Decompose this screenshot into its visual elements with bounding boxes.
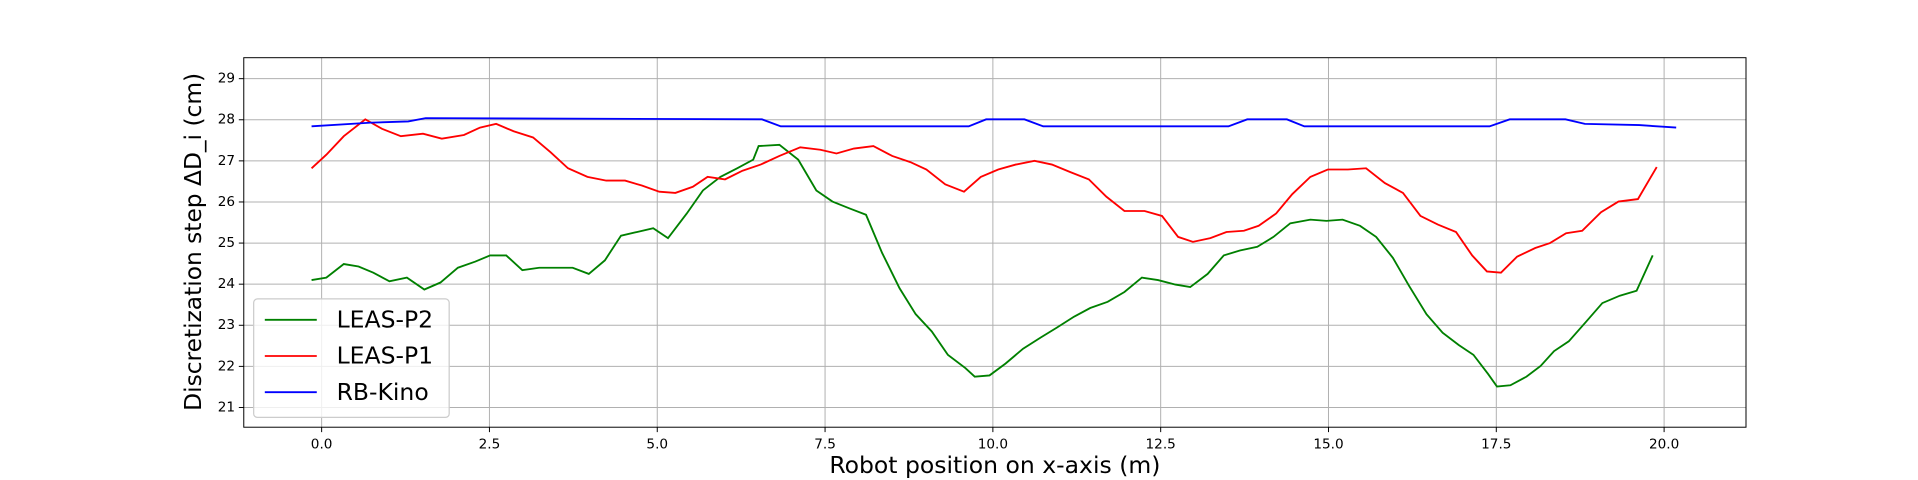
y-tick-label: 23: [218, 317, 235, 333]
legend-label: LEAS-P1: [337, 342, 434, 370]
legend-label: RB-Kino: [337, 378, 429, 406]
x-tick-label: 0.0: [311, 436, 333, 452]
y-tick-label: 26: [218, 194, 235, 210]
y-axis-label: Discretization step ΔD_i (cm): [179, 73, 207, 411]
y-tick-label: 21: [218, 400, 235, 416]
legend-label: LEAS-P2: [337, 306, 434, 334]
x-tick-label: 20.0: [1649, 436, 1679, 452]
y-tick-label: 22: [218, 358, 235, 374]
x-tick-label: 17.5: [1481, 436, 1511, 452]
x-tick-label: 12.5: [1146, 436, 1176, 452]
x-tick-label: 10.0: [978, 436, 1008, 452]
y-tick-label: 27: [218, 153, 235, 169]
y-tick-label: 29: [218, 71, 235, 87]
x-axis-label: Robot position on x-axis (m): [829, 451, 1160, 479]
y-tick-label: 28: [218, 112, 235, 128]
data-line: [311, 117, 1677, 129]
x-tick-label: 5.0: [646, 436, 668, 452]
data-line: [310, 118, 1658, 274]
y-tick-label: 24: [218, 276, 235, 292]
x-tick-label: 7.5: [814, 436, 836, 452]
legend-box: [253, 298, 450, 419]
data-line: [311, 143, 1654, 388]
x-tick-label: 15.0: [1313, 436, 1343, 452]
y-tick-label: 25: [218, 235, 235, 251]
x-tick-label: 2.5: [479, 436, 501, 452]
plot-frame: [243, 57, 1747, 428]
